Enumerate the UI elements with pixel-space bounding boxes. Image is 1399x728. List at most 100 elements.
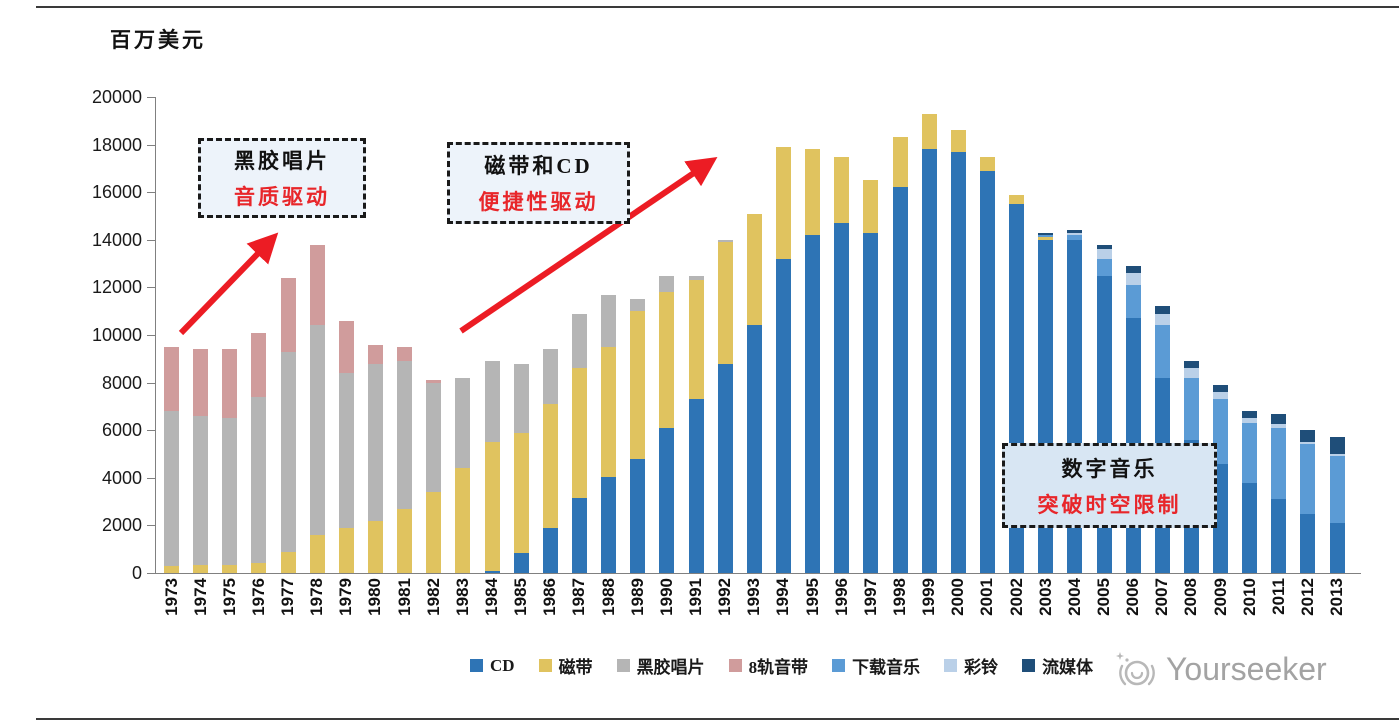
bar-segment-流媒体 <box>1125 266 1141 274</box>
bar-segment-流媒体 <box>1096 244 1112 250</box>
bar-segment-8轨音带 <box>222 349 238 419</box>
x-axis-label-text: 1990 <box>656 578 676 616</box>
bottom-divider <box>36 718 1399 720</box>
bar-segment-CD <box>659 427 675 573</box>
legend-label: 磁带 <box>558 658 593 677</box>
bar-segment-CD <box>1329 523 1345 573</box>
bar-segment-彩铃 <box>1329 454 1345 457</box>
x-axis-label-text: 2003 <box>1035 578 1055 616</box>
legend-label: 黑胶唱片 <box>636 658 705 677</box>
bar-segment-磁带 <box>513 432 529 553</box>
x-axis-label-text: 1976 <box>248 578 268 616</box>
x-axis-label-1990: 1990 <box>656 578 676 636</box>
watermark: Yourseeker <box>1112 642 1382 696</box>
bar-segment-下载音乐 <box>1096 258 1112 276</box>
bar-segment-磁带 <box>280 551 296 573</box>
x-axis-label-text: 2000 <box>948 578 968 616</box>
x-axis-label-text: 1989 <box>627 578 647 616</box>
bar-segment-磁带 <box>892 137 908 188</box>
bar-segment-流媒体 <box>1271 413 1287 425</box>
bar-1998 <box>892 97 908 573</box>
x-axis-label-text: 1994 <box>773 578 793 616</box>
bar-segment-CD <box>717 363 733 573</box>
x-axis-label-1985: 1985 <box>511 578 530 636</box>
bar-segment-彩铃 <box>1242 418 1258 424</box>
bar-segment-磁带 <box>659 292 675 428</box>
bar-segment-黑胶唱片 <box>426 382 442 493</box>
bar-segment-磁带 <box>367 520 383 573</box>
bar-1991 <box>688 97 704 573</box>
x-axis-label-2010: 2010 <box>1240 578 1259 636</box>
bar-segment-CD <box>484 570 500 573</box>
x-axis-label-text: 1986 <box>540 578 560 616</box>
x-axis-label-text: 2011 <box>1268 578 1288 615</box>
y-axis-tick-mark <box>147 97 155 98</box>
bar-1995 <box>805 97 821 573</box>
x-axis-label-1984: 1984 <box>482 578 501 636</box>
legend-swatch <box>1022 659 1036 672</box>
y-axis-tick-mark <box>147 430 155 432</box>
bar-1996 <box>834 97 850 573</box>
y-axis-tick-mark <box>147 239 155 241</box>
bar-segment-彩铃 <box>1271 424 1287 428</box>
bar-segment-磁带 <box>309 534 325 573</box>
bar-segment-彩铃 <box>1154 313 1170 326</box>
x-axis-label-1983: 1983 <box>453 578 472 636</box>
bar-segment-磁带 <box>426 492 442 573</box>
bar-segment-黑胶唱片 <box>222 418 238 565</box>
x-axis-label-1974: 1974 <box>191 578 210 636</box>
legend-item-黑胶唱片: 黑胶唱片 <box>616 653 705 678</box>
legend-swatch <box>538 659 552 672</box>
callout-vinyl-title: 黑胶唱片 <box>234 149 330 173</box>
bar-segment-磁带 <box>601 346 617 477</box>
bar-segment-流媒体 <box>1154 306 1170 314</box>
x-axis-label-text: 2007 <box>1152 578 1172 616</box>
bar-1982 <box>426 97 442 573</box>
bar-2010 <box>1242 97 1258 573</box>
x-axis-label-1993: 1993 <box>744 578 763 636</box>
y-axis-tick-mark <box>147 525 155 527</box>
x-axis-labels: 1973 1974 1975 1976 1977 1978 1979 1980 1981 1982… <box>156 578 1359 636</box>
bar-segment-磁带 <box>775 146 791 259</box>
bar-1981 <box>397 97 413 573</box>
legend-item-彩铃: 彩铃 <box>944 653 998 678</box>
legend-label: 彩铃 <box>964 658 999 677</box>
bar-segment-CD <box>950 151 966 573</box>
x-axis-label-1979: 1979 <box>336 578 355 636</box>
x-axis-label-text: 1981 <box>394 578 414 616</box>
bar-segment-黑胶唱片 <box>571 313 587 369</box>
bar-segment-8轨音带 <box>309 244 325 326</box>
bar-segment-黑胶唱片 <box>251 396 267 564</box>
bar-1986 <box>542 97 558 573</box>
x-axis-label-text: 2005 <box>1094 578 1113 616</box>
x-axis-label-2007: 2007 <box>1152 578 1172 636</box>
bar-segment-磁带 <box>805 149 821 236</box>
bar-segment-磁带 <box>863 180 879 233</box>
legend-label: 下载音乐 <box>852 658 921 677</box>
bar-segment-黑胶唱片 <box>164 411 179 566</box>
x-axis-label-1996: 1996 <box>832 578 851 636</box>
x-axis-label-1997: 1997 <box>861 578 880 636</box>
x-axis-label-text: 1980 <box>365 578 385 616</box>
x-axis-label-1992: 1992 <box>715 578 734 636</box>
bar-segment-8轨音带 <box>193 349 209 416</box>
x-axis-label-text: 1982 <box>423 578 443 616</box>
bar-segment-CD <box>746 325 762 573</box>
x-axis-label-text: 1978 <box>307 578 327 616</box>
bar-segment-磁带 <box>630 311 646 459</box>
bar-segment-彩铃 <box>1096 249 1112 259</box>
x-axis-label-1999: 1999 <box>919 578 938 636</box>
y-axis-tick-mark <box>147 477 155 479</box>
bar-segment-CD <box>775 258 791 573</box>
bar-segment-CD <box>542 527 558 573</box>
x-axis-label-1986: 1986 <box>540 578 560 636</box>
bar-segment-CD <box>1242 482 1258 573</box>
bar-segment-CD <box>1300 513 1316 573</box>
bar-segment-磁带 <box>950 130 966 152</box>
legend-item-CD: CD <box>470 656 515 676</box>
bar-segment-CD <box>834 223 850 573</box>
x-axis-label-1987: 1987 <box>569 578 588 636</box>
x-axis-label-1998: 1998 <box>890 578 909 636</box>
bar-segment-磁带 <box>338 527 354 573</box>
